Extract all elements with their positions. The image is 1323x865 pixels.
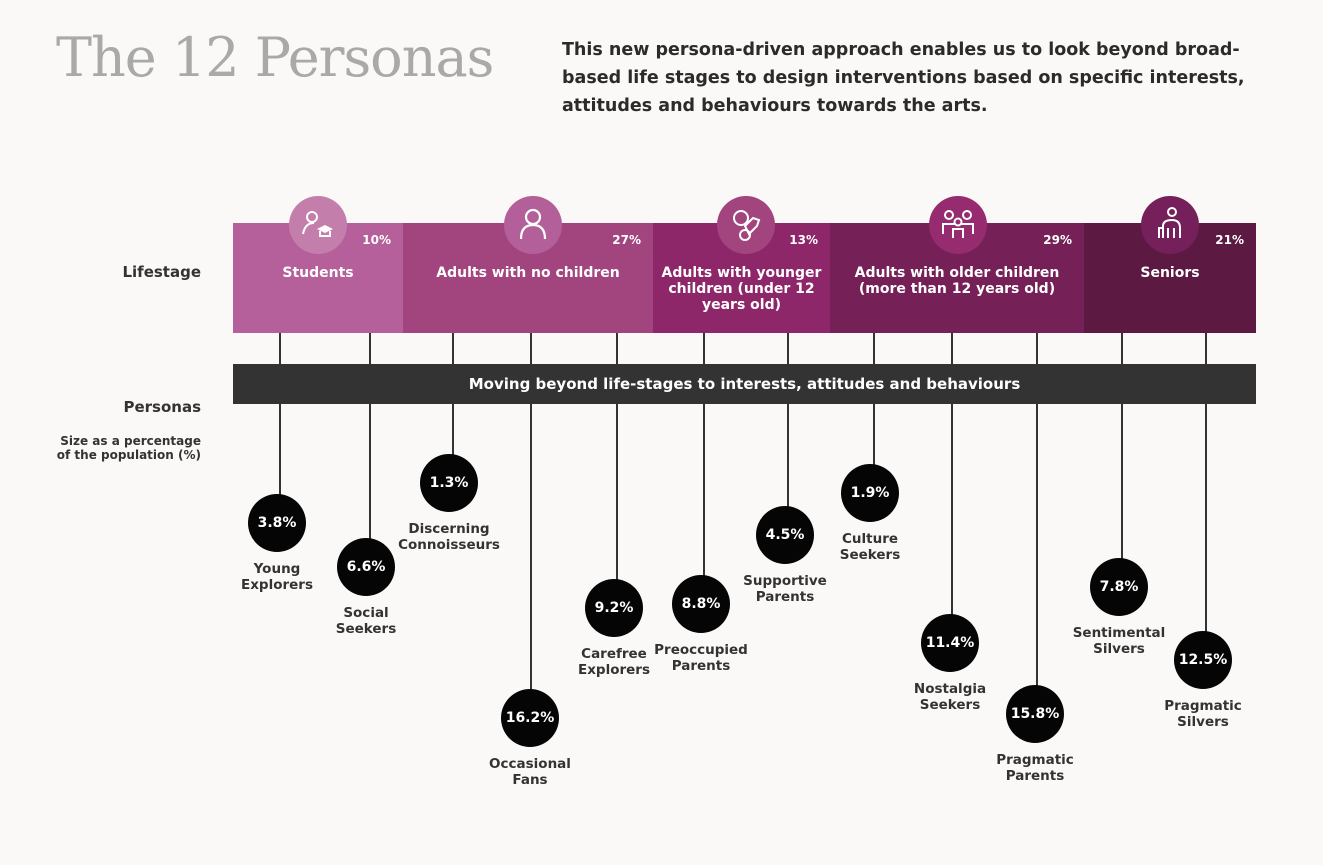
persona-bubble: 7.8% — [1090, 558, 1148, 616]
connector-line — [530, 333, 532, 693]
connector-line — [369, 333, 371, 542]
connector-line — [703, 333, 705, 579]
persona-bubble: 9.2% — [585, 579, 643, 637]
persona-name: Preoccupied Parents — [654, 642, 748, 674]
connector-line — [951, 333, 953, 618]
persona-name: Discerning Connoisseurs — [398, 521, 500, 553]
page-title: The 12 Personas — [56, 26, 494, 89]
persona-bubble: 11.4% — [921, 614, 979, 672]
persona-bubble: 6.6% — [337, 538, 395, 596]
persona-name: Young Explorers — [240, 561, 313, 593]
connector-line — [616, 333, 618, 583]
family-icon — [929, 196, 987, 254]
persona-bubble: 3.8% — [248, 494, 306, 552]
persona-name: Social Seekers — [335, 605, 397, 637]
person-icon — [504, 196, 562, 254]
connector-line — [279, 333, 281, 498]
persona-name: Pragmatic Parents — [996, 752, 1074, 784]
intro-text: This new persona-driven approach enables… — [562, 40, 1245, 116]
lifestage-name: Students — [282, 265, 354, 281]
persona-bubble: 4.5% — [756, 506, 814, 564]
connector-line — [1121, 333, 1123, 562]
persona-bubble: 1.3% — [420, 454, 478, 512]
lifestage-segment: 27% Adults with no children — [403, 223, 653, 333]
lifestage-pct: 21% — [1215, 233, 1244, 247]
lifestage-pct: 10% — [362, 233, 391, 247]
persona-bubble: 12.5% — [1174, 631, 1232, 689]
persona-name: Sentimental Silvers — [1072, 625, 1166, 657]
persona-name: Carefree Explorers — [577, 646, 650, 678]
connector-line — [1205, 333, 1207, 635]
lifestage-name: Adults with older children (more than 12… — [854, 265, 1060, 297]
persona-bubble: 8.8% — [672, 575, 730, 633]
lifestage-pct: 29% — [1043, 233, 1072, 247]
lifestage-pct: 13% — [789, 233, 818, 247]
persona-bubble: 16.2% — [501, 689, 559, 747]
persona-bubble: 1.9% — [841, 464, 899, 522]
persona-name: Culture Seekers — [839, 531, 901, 563]
connector-line — [1036, 333, 1038, 689]
persona-name: Occasional Fans — [489, 756, 571, 788]
lifestage-pct: 27% — [612, 233, 641, 247]
personas-label: Personas — [123, 398, 201, 416]
baby-rattle-icon — [717, 196, 775, 254]
persona-name: Supportive Parents — [743, 573, 827, 605]
student-graduation-cap-icon — [289, 196, 347, 254]
lifestage-name: Adults with younger children (under 12 y… — [661, 265, 822, 313]
transition-bar: Moving beyond life-stages to interests, … — [233, 364, 1256, 404]
senior-with-cane-icon — [1141, 196, 1199, 254]
persona-bubble: 15.8% — [1006, 685, 1064, 743]
lifestage-label: Lifestage — [122, 263, 201, 281]
lifestage-name: Seniors — [1140, 265, 1200, 281]
persona-name: Pragmatic Silvers — [1164, 698, 1242, 730]
lifestage-name: Adults with no children — [436, 265, 620, 281]
connector-line — [787, 333, 789, 510]
size-note: Size as a percentage of the population (… — [56, 434, 201, 462]
persona-name: Nostalgia Seekers — [913, 681, 987, 713]
